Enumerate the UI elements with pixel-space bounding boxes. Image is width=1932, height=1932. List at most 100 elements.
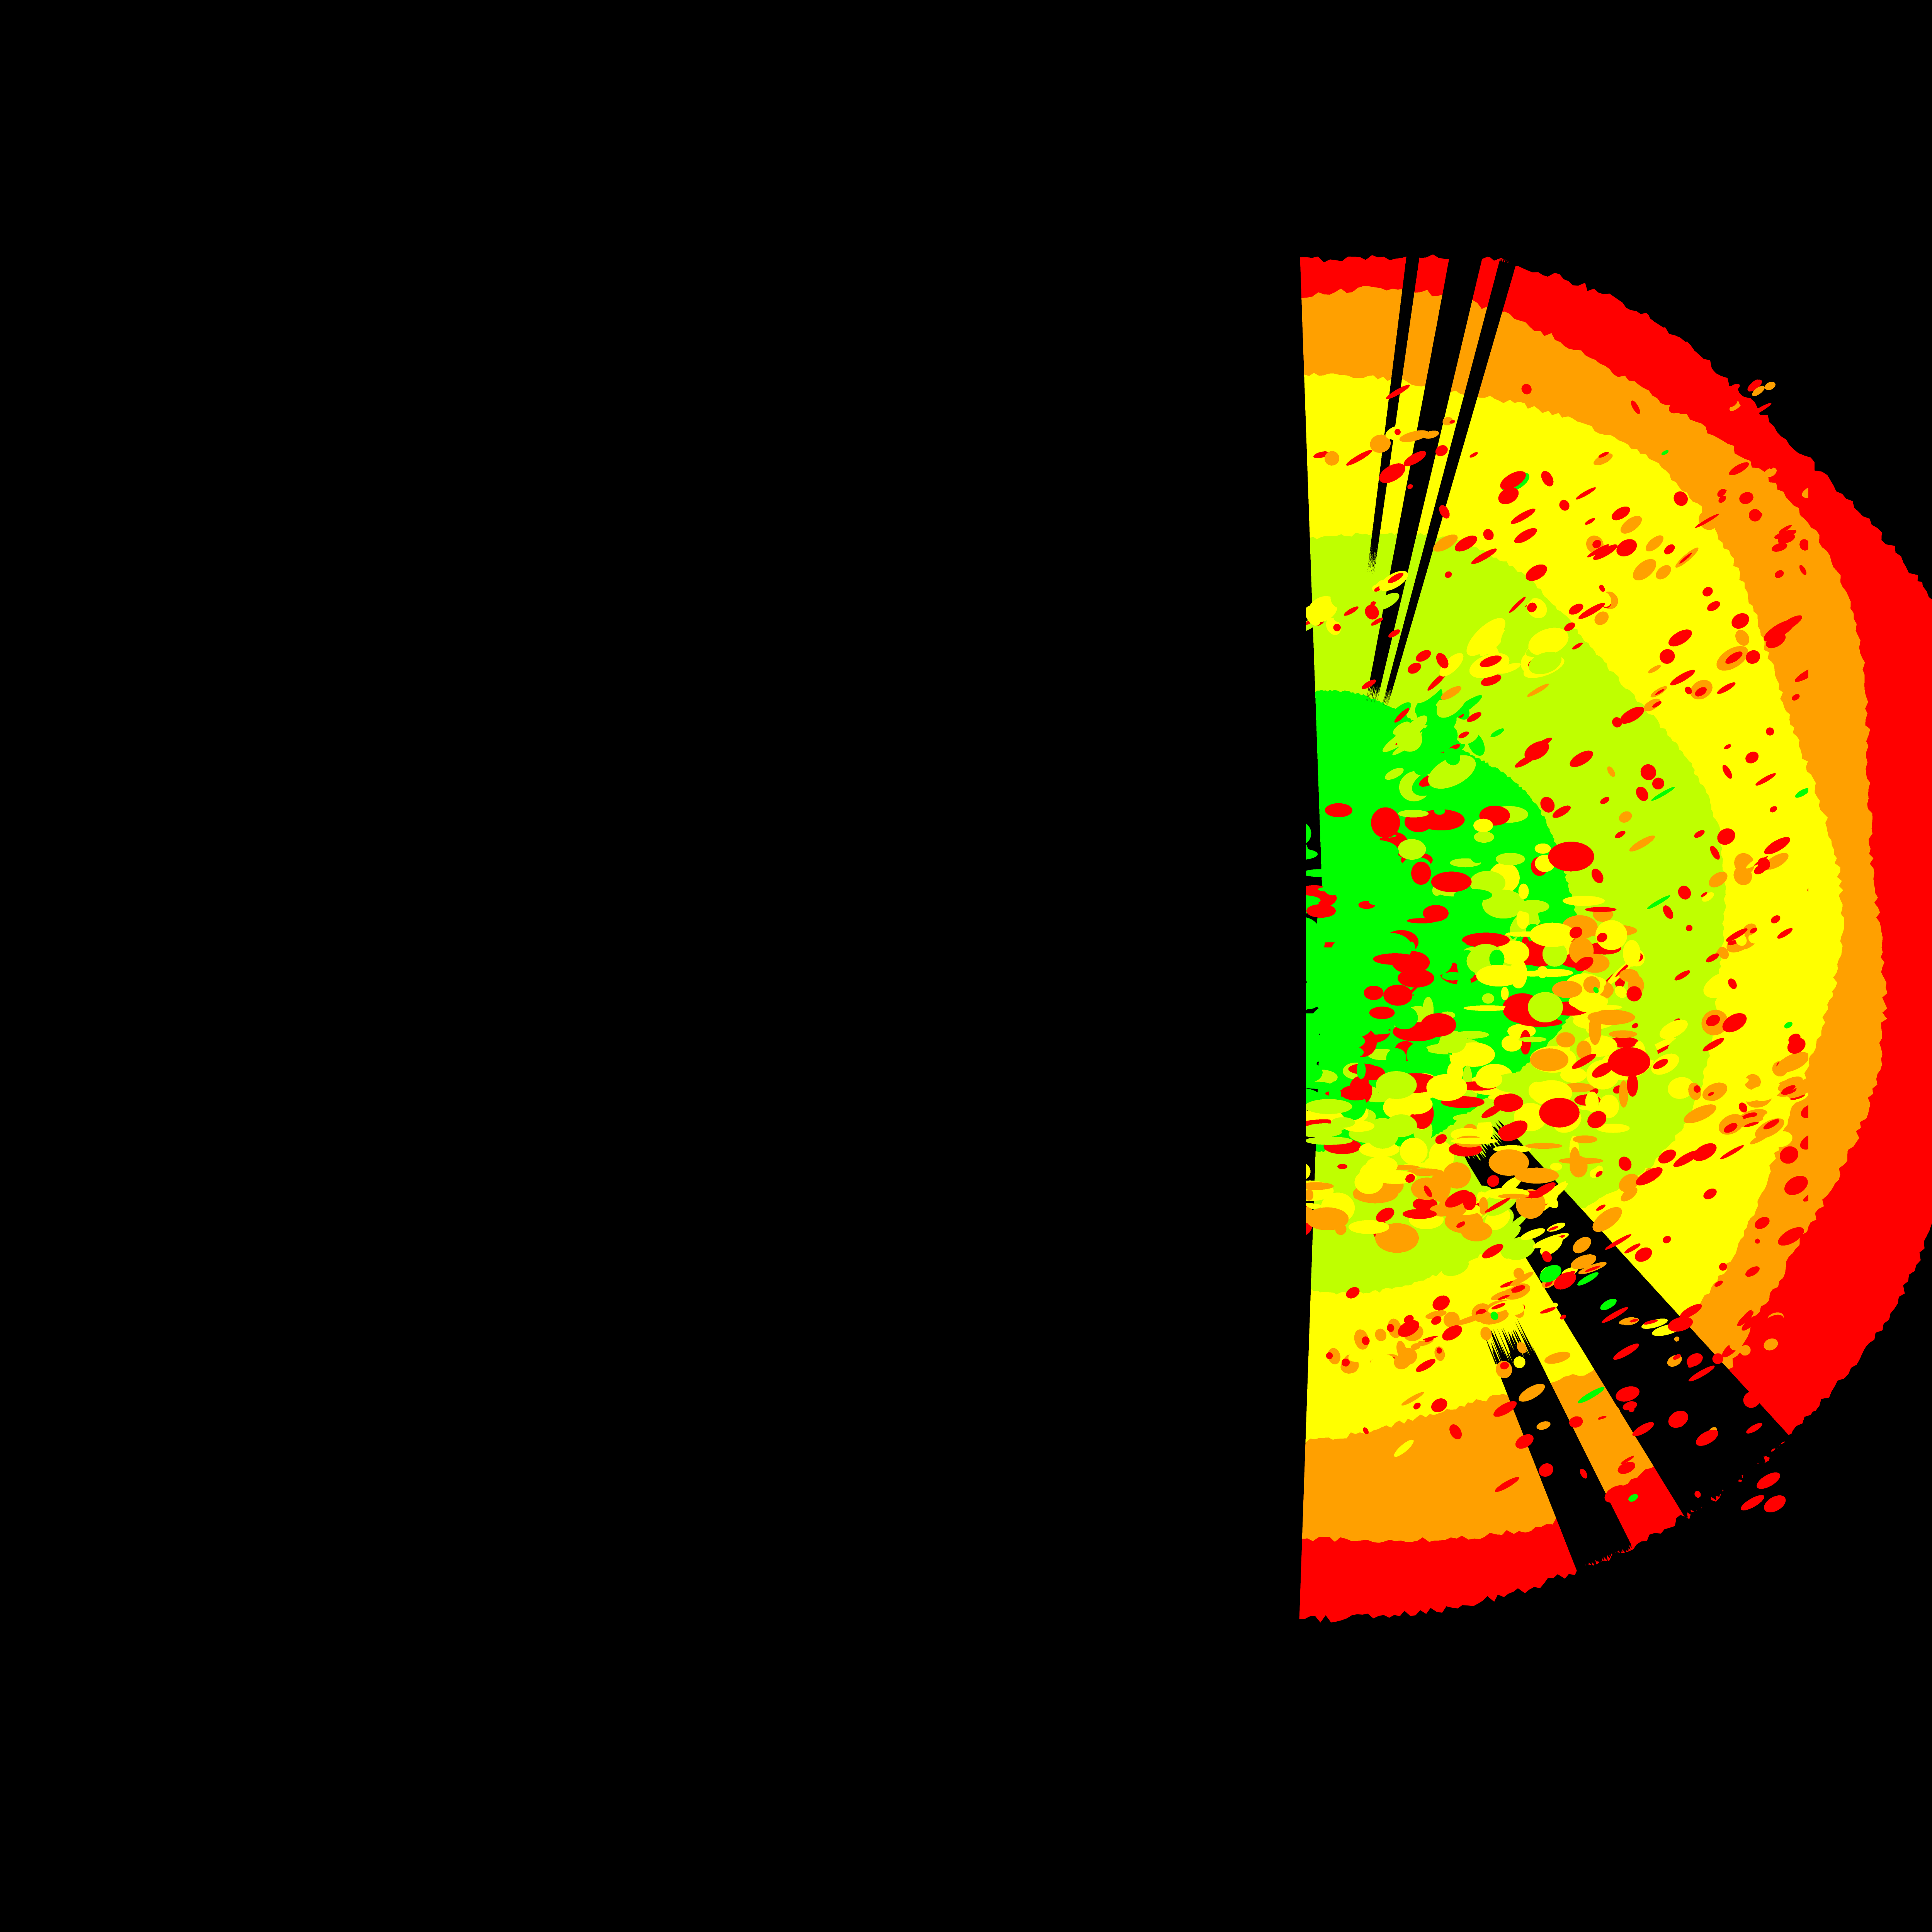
terrain-speck	[1766, 633, 1786, 648]
terrain-speck	[1755, 1217, 1770, 1229]
terrain-patch	[1776, 923, 1805, 944]
terrain-speck	[1792, 694, 1800, 701]
terrain-patch	[1507, 1303, 1525, 1315]
terrain-patch-rim	[1624, 1391, 1637, 1398]
terrain-speck	[1571, 1053, 1596, 1069]
terrain-patch-rim	[1652, 701, 1662, 708]
terrain-speck	[1526, 564, 1547, 581]
terrain-patch-near	[1585, 1092, 1599, 1112]
terrain-patch-near	[1495, 853, 1525, 866]
terrain-patch	[1765, 381, 1776, 390]
terrain-speck	[1714, 1281, 1723, 1287]
terrain-patch-rim	[1615, 978, 1625, 988]
terrain-patch-rim	[1763, 1119, 1779, 1129]
terrain-speck	[1487, 1175, 1500, 1187]
terrain-speck	[1800, 1133, 1808, 1150]
terrain-patch	[1621, 1187, 1638, 1202]
terrain-speck	[1624, 1243, 1641, 1253]
terrain-patch-near	[1306, 869, 1342, 877]
terrain-speck	[1722, 765, 1732, 779]
terrain-patch-rim	[1706, 1015, 1720, 1027]
terrain-speck	[1695, 514, 1719, 528]
terrain-speck	[1439, 505, 1450, 519]
terrain-patch-near	[1366, 1156, 1398, 1175]
terrain-speck	[1661, 450, 1669, 455]
terrain-speck	[1745, 1266, 1760, 1277]
terrain-patch-near	[1306, 1182, 1334, 1190]
terrain-speck	[1755, 1238, 1760, 1244]
terrain-patch	[1399, 430, 1429, 442]
terrain-patch	[1594, 611, 1609, 625]
terrain-patch	[1483, 1264, 1508, 1276]
terrain-patch-rim	[1730, 402, 1737, 407]
terrain-patch-near	[1352, 960, 1388, 980]
terrain-speck	[1346, 1287, 1360, 1299]
terrain-patch-rim	[1629, 1319, 1639, 1323]
terrain-patch-near	[1385, 1114, 1417, 1137]
terrain-patch-near	[1306, 904, 1336, 918]
terrain-speck	[1485, 1197, 1510, 1213]
terrain-patch	[1747, 379, 1762, 392]
terrain-speck	[1435, 445, 1448, 456]
terrain-speck	[1764, 853, 1789, 870]
terrain-patch-rim	[1326, 1352, 1333, 1359]
terrain-patch-rim	[1701, 892, 1708, 897]
terrain-patch-rim	[1510, 1285, 1526, 1293]
terrain-patch	[1466, 618, 1505, 656]
terrain-speck	[1440, 686, 1461, 700]
terrain-speck	[1395, 429, 1401, 435]
terrain-patch	[1668, 1316, 1693, 1332]
terrain-speck	[1423, 1185, 1432, 1197]
terrain-patch-rim	[1424, 1338, 1434, 1342]
terrain-speck	[1669, 400, 1686, 413]
terrain-speck	[1646, 895, 1670, 910]
terrain-patch-rim	[1413, 1402, 1421, 1410]
terrain-patch-rim	[1500, 1362, 1509, 1369]
terrain-patch-near	[1337, 1164, 1348, 1169]
terrain-speck	[1668, 629, 1692, 646]
terrain-patch-near	[1573, 1135, 1597, 1143]
terrain-speck	[1510, 1272, 1534, 1286]
terrain-patch-rim	[1760, 1372, 1765, 1378]
terrain-patch-rim	[1722, 490, 1727, 494]
terrain-speck	[1764, 1366, 1776, 1382]
terrain-patch-rim	[1643, 1320, 1658, 1325]
terrain-speck	[1755, 773, 1776, 786]
terrain-patch	[1374, 593, 1400, 611]
terrain-speck	[1570, 750, 1593, 767]
terrain-speck	[1696, 1429, 1718, 1446]
terrain-patch-near	[1443, 1162, 1471, 1189]
terrain-patch	[1754, 1083, 1782, 1101]
terrain-speck	[1515, 1434, 1534, 1449]
terrain-patch-near	[1560, 1067, 1587, 1083]
terrain-speck	[1404, 1315, 1414, 1324]
terrain-patch	[1645, 535, 1664, 552]
terrain-patch	[1384, 768, 1404, 780]
terrain-speck	[1801, 1104, 1808, 1118]
terrain-speck	[1435, 1134, 1447, 1144]
terrain-speck	[1346, 450, 1372, 466]
terrain-speck	[1449, 1424, 1462, 1440]
terrain-patch	[1621, 516, 1642, 534]
terrain-patch-near	[1529, 922, 1575, 947]
terrain-speck	[1784, 1175, 1808, 1195]
terrain-speck	[1636, 1167, 1663, 1185]
terrain-speck	[1760, 1315, 1784, 1333]
terrain-patch-rim	[1679, 553, 1692, 564]
terrain-patch-near	[1451, 1138, 1498, 1145]
terrain-speck	[1717, 828, 1735, 845]
terrain-speck	[1542, 1251, 1552, 1262]
terrain-speck	[1628, 1494, 1638, 1502]
terrain-patch-near	[1573, 993, 1607, 1013]
terrain-patch	[1491, 1290, 1512, 1301]
terrain-speck	[1531, 1182, 1556, 1199]
terrain-patch-rim	[1800, 543, 1806, 549]
terrain-speck	[1361, 679, 1376, 689]
terrain-patch-rim	[1592, 540, 1601, 548]
terrain-patch	[1330, 589, 1349, 608]
terrain-patch-near	[1369, 897, 1410, 907]
terrain-speck	[1388, 629, 1400, 638]
terrain-patch-rim	[1388, 573, 1404, 583]
